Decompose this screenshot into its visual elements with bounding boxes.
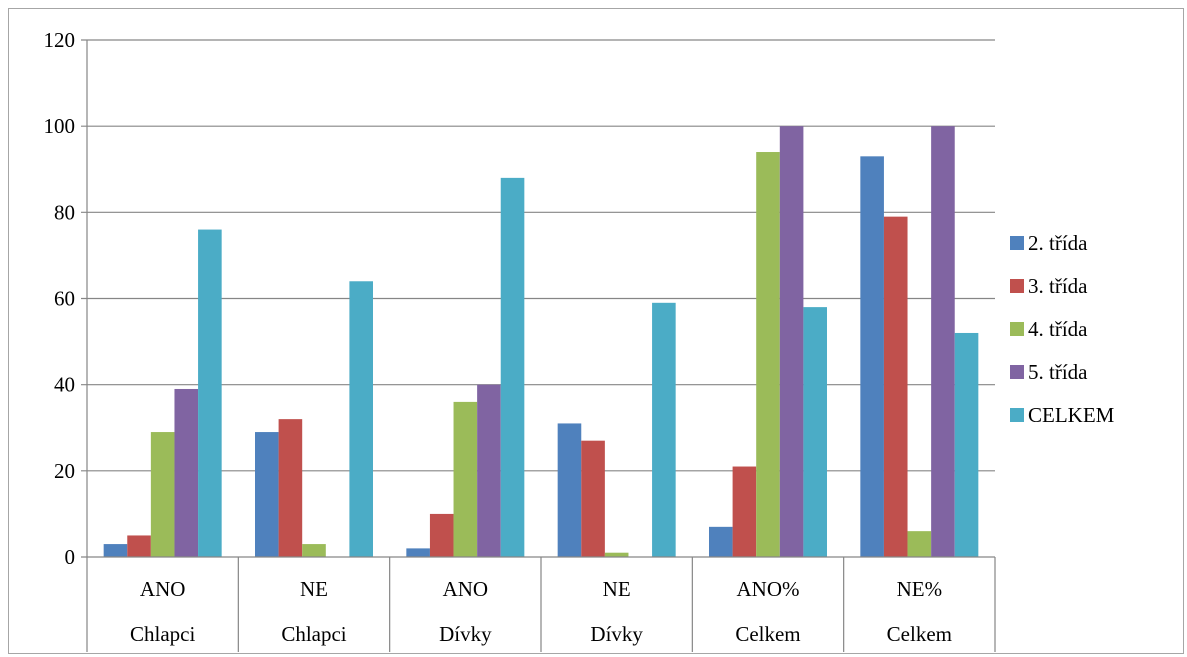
y-axis-tick-labels: 0 20 40 60 80 100 120	[44, 28, 76, 569]
bar-4-t-da	[150, 432, 175, 557]
bars	[103, 126, 979, 558]
legend-label: 5. třída	[1028, 360, 1088, 384]
category-label-line1: ANO%	[737, 577, 800, 601]
y-tick-label: 40	[54, 373, 75, 397]
y-tick-label: 0	[65, 545, 76, 569]
legend-swatch	[1010, 322, 1024, 336]
bar-4-t-da	[604, 552, 629, 557]
bar-3-t-da	[127, 535, 151, 557]
bar-2-t-da	[255, 432, 279, 557]
bar-3-t-da	[883, 216, 908, 557]
legend: 2. třída 3. třída 4. třída 5. třída CELKEM	[1010, 231, 1115, 427]
bar-2-t-da	[406, 548, 430, 557]
category-label-line2: Chlapci	[281, 622, 346, 646]
bar-5-t-da	[174, 388, 199, 557]
bar-4-t-da	[453, 401, 478, 557]
legend-swatch	[1010, 279, 1024, 293]
legend-swatch	[1010, 236, 1024, 250]
bar-celkem	[803, 307, 827, 557]
legend-label: CELKEM	[1028, 403, 1115, 427]
category-label-line1: ANO	[140, 577, 186, 601]
y-tick-label: 80	[54, 200, 75, 224]
bar-2-t-da	[103, 544, 128, 557]
category-label-line2: Celkem	[887, 622, 952, 646]
bar-5-t-da	[779, 126, 804, 558]
bar-4-t-da	[907, 531, 932, 557]
category-label-line2: Dívky	[439, 622, 492, 646]
x-axis-category-labels: ANO Chlapci NE Chlapci ANO Dívky NE Dívky ANO% Ce…	[130, 577, 952, 646]
category-label-line2: Chlapci	[130, 622, 195, 646]
bar-celkem	[500, 177, 525, 557]
bar-2-t-da	[860, 156, 884, 557]
gridlines	[81, 39, 995, 472]
legend-label: 4. třída	[1028, 317, 1088, 341]
category-label-line1: NE	[300, 577, 328, 601]
bar-4-t-da	[302, 544, 326, 557]
bar-celkem	[198, 229, 222, 558]
bar-4-t-da	[756, 152, 780, 557]
y-tick-label: 60	[54, 287, 75, 311]
legend-label: 2. třída	[1028, 231, 1088, 255]
bar-celkem	[954, 332, 979, 557]
legend-swatch	[1010, 408, 1024, 422]
legend-label: 3. třída	[1028, 274, 1088, 298]
bar-celkem	[652, 302, 676, 557]
bar-2-t-da	[557, 423, 582, 557]
bar-3-t-da	[278, 419, 303, 557]
bar-3-t-da	[581, 440, 605, 557]
bar-5-t-da	[931, 126, 955, 558]
bar-celkem	[349, 281, 373, 557]
axes	[81, 40, 996, 652]
y-tick-label: 100	[44, 114, 76, 138]
bar-3-t-da	[732, 466, 757, 557]
legend-swatch	[1010, 365, 1024, 379]
category-label-line1: NE	[603, 577, 631, 601]
y-tick-label: 20	[54, 459, 75, 483]
y-tick-label: 120	[44, 28, 76, 52]
bar-3-t-da	[429, 513, 454, 557]
category-label-line2: Dívky	[590, 622, 643, 646]
bar-2-t-da	[709, 526, 733, 557]
bar-5-t-da	[477, 384, 501, 557]
category-label-line2: Celkem	[735, 622, 800, 646]
category-label-line1: ANO	[443, 577, 489, 601]
category-label-line1: NE%	[897, 577, 943, 601]
